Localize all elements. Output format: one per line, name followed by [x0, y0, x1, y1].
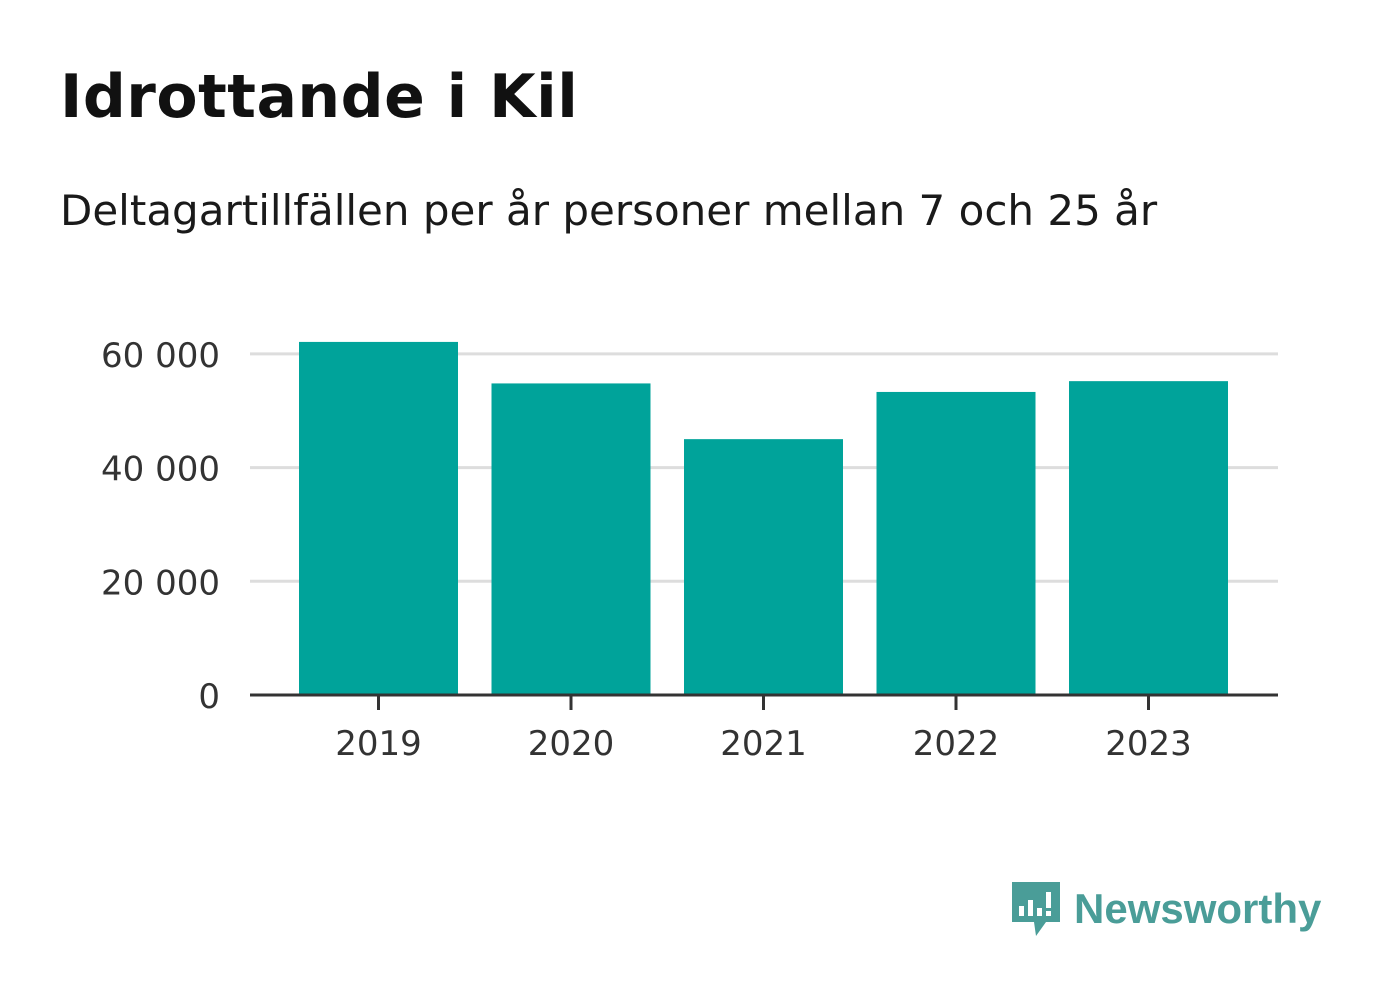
axis-layer: 0 20 000 40 000 60 000 2019 2020 2021 2022 2023 [101, 336, 1278, 764]
x-tick-label: 2021 [720, 724, 807, 764]
y-tick-label: 20 000 [101, 563, 220, 603]
chart-title: Idrottande i Kil [60, 62, 579, 132]
x-tick-label: 2020 [528, 724, 615, 764]
y-tick-label: 60 000 [101, 336, 220, 376]
bar-2023 [1069, 381, 1228, 695]
x-tick-label: 2019 [335, 724, 422, 764]
brand-name: Newsworthy [1074, 885, 1322, 932]
x-tick-label: 2022 [913, 724, 1000, 764]
chart-subtitle: Deltagartillfällen per år personer mella… [60, 186, 1158, 235]
bar-2019 [299, 341, 458, 695]
x-tick-label: 2023 [1105, 724, 1192, 764]
bar-2022 [876, 391, 1036, 695]
brand-logo: Newsworthy [1010, 878, 1321, 940]
y-tick-label: 0 [198, 677, 220, 717]
y-tick-label: 40 000 [101, 450, 220, 490]
bar-layer [299, 341, 1228, 695]
bar-2021 [684, 439, 843, 695]
newsworthy-logo-icon [1012, 882, 1060, 936]
bar-2020 [491, 383, 651, 695]
